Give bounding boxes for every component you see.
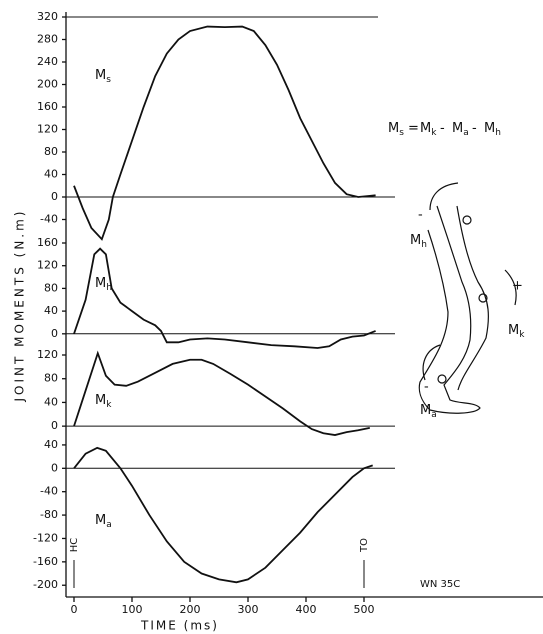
equation-part: Mh [484,121,501,138]
leg-diagram [418,182,517,414]
y-tick-label: -200 [33,578,58,591]
y-tick-label: 40 [44,168,58,181]
y-tick-label: 0 [51,190,58,203]
equation-part-sub: a [463,128,469,138]
equation-part: Ma [452,121,469,138]
diagram-label: Mk [508,323,525,340]
y-tick-label: 80 [44,281,58,294]
y-tick-label: 0 [51,419,58,432]
y-tick-label: -40 [40,485,58,498]
equation-part-sub: s [399,128,404,138]
y-tick-label: 120 [37,348,58,361]
y-tick-label: 320 [37,10,58,23]
y-tick-label: 200 [37,78,58,91]
x-tick-label: 100 [122,603,143,616]
y-tick-label: 80 [44,145,58,158]
diagram-label: Ma [420,403,437,420]
equation-part: = [408,121,419,136]
x-tick-label: 300 [238,603,259,616]
equation-part-main: M [452,121,463,136]
y-tick-label: -160 [33,555,58,568]
panel-label: Mk [95,393,112,410]
panel-label: Ms [95,68,111,85]
y-tick-label: 40 [44,438,58,451]
x-tick-label: 400 [296,603,317,616]
diagram-label-sub: a [431,410,437,420]
equation-part-main: - [472,121,477,136]
panel-label-main: M [95,276,106,291]
note: WN 35C [420,579,460,590]
equation-part-main: M [420,121,431,136]
diagram-label-main: M [420,403,431,418]
equation-part: Mk [420,121,437,138]
event-label: HC [69,538,80,553]
panel-label-sub: h [106,283,112,293]
y-tick-label: 160 [37,236,58,249]
y-axis-label: JOINT MOMENTS (N.m) [13,209,27,403]
moment-curve [73,247,376,349]
y-tick-label: 40 [44,395,58,408]
y-tick-label: 0 [51,461,58,474]
equation-part: - [440,121,445,136]
y-tick-label: 80 [44,372,58,385]
panel-label-sub: a [106,520,112,530]
event-label: TO [359,538,370,553]
x-tick-label: 200 [180,603,201,616]
panel-label-main: M [95,393,106,408]
y-tick-label: 160 [37,100,58,113]
diagram-sign: + [512,279,523,294]
equation-part: Ms [388,121,404,138]
x-axis-label: TIME (ms) [140,619,219,633]
y-tick-label: 120 [37,259,58,272]
diagram-label: Mh [410,233,427,250]
y-tick-label: -40 [40,213,58,226]
equation-part-main: = [408,121,419,136]
panel-label-main: M [95,68,106,83]
diagram-label-main: M [508,323,519,338]
equation-part-sub: k [431,128,437,138]
diagram-sign: - [418,208,423,223]
y-tick-label: 120 [37,123,58,136]
y-tick-label: 40 [44,304,58,317]
panel-label-sub: s [106,75,111,85]
x-tick-label: 0 [71,603,78,616]
y-tick-label: -120 [33,531,58,544]
x-tick-label: 500 [354,603,375,616]
y-tick-label: -80 [40,508,58,521]
panel-label: Mh [95,276,112,293]
equation-part-main: M [484,121,495,136]
moment-curve [73,446,373,584]
panel-label-main: M [95,513,106,528]
diagram-sign: - [424,380,429,395]
diagram-label-sub: k [519,330,525,340]
y-tick-label: 280 [37,33,58,46]
moment-curve [73,25,376,241]
diagram-label-sub: h [421,240,427,250]
equation-part-main: - [440,121,445,136]
equation-part: - [472,121,477,136]
moment-curve [73,350,370,436]
diagram-label-main: M [410,233,421,248]
panel-label: Ma [95,513,112,530]
equation-part-sub: h [495,128,501,138]
panel-label-sub: k [106,400,112,410]
y-tick-label: 0 [51,327,58,340]
y-tick-label: 240 [37,55,58,68]
equation-part-main: M [388,121,399,136]
